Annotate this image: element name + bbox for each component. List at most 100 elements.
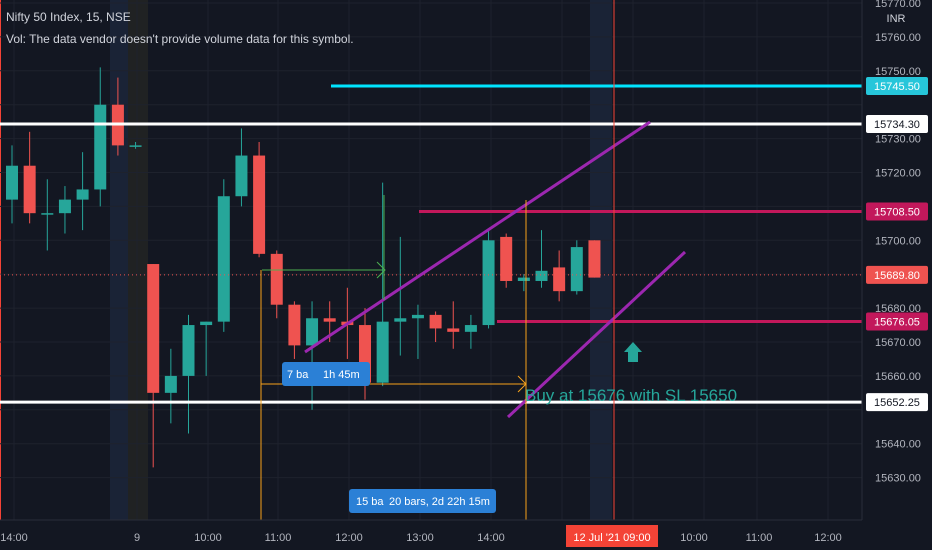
candle-body xyxy=(500,236,513,281)
candle[interactable] xyxy=(376,182,389,387)
time-tick: 11:00 xyxy=(265,532,292,544)
channel-upper-line[interactable] xyxy=(304,120,651,354)
channel-lower-line[interactable] xyxy=(506,250,687,419)
price-label-text: 15676.05 xyxy=(874,316,920,328)
time-highlight-box xyxy=(566,525,658,547)
price-label-box xyxy=(866,202,928,221)
candle-body xyxy=(94,104,107,190)
candle-body xyxy=(164,375,177,393)
candle-body xyxy=(376,321,389,383)
candle-body xyxy=(411,314,424,319)
horizontal-lines[interactable] xyxy=(0,84,862,404)
price-label-text: 15689.80 xyxy=(874,270,920,282)
candle[interactable] xyxy=(429,311,442,342)
candle[interactable] xyxy=(235,128,248,207)
price-axis-ticks: 15770.00 15760.00 15750.00 15730.00 15720.00… xyxy=(875,0,921,485)
price-tick: 15730.00 xyxy=(875,134,921,146)
price-label-box xyxy=(866,77,928,96)
candle[interactable] xyxy=(58,186,71,234)
candle[interactable] xyxy=(147,264,160,468)
candle[interactable] xyxy=(588,240,601,278)
time-tick: 10:00 xyxy=(680,532,708,544)
measure-big-box xyxy=(349,489,496,513)
price-label-box xyxy=(866,265,928,284)
candle-body xyxy=(288,304,301,346)
candle[interactable] xyxy=(253,141,266,258)
measure-big-label[interactable]: 15 ba 20 bars, 2d 22h 15m xyxy=(349,489,496,513)
volume-note: Vol: The data vendor doesn't provide vol… xyxy=(6,32,354,46)
candle-body xyxy=(235,155,248,197)
channel-lines[interactable] xyxy=(304,120,687,419)
candle[interactable] xyxy=(288,301,301,359)
candle[interactable] xyxy=(164,348,177,424)
candle-body xyxy=(447,328,460,332)
price-label-text: 15652.25 xyxy=(874,397,920,409)
candle[interactable] xyxy=(482,230,495,329)
candle[interactable] xyxy=(411,304,424,359)
chart-title: Nifty 50 Index, 15, NSE xyxy=(6,10,131,24)
measure-small-bars: 7 ba xyxy=(287,369,309,381)
candle[interactable] xyxy=(535,230,548,288)
measure-small-label[interactable]: 7 ba 1h 45m xyxy=(282,362,370,386)
price-tick: 15630.00 xyxy=(875,473,921,485)
candle[interactable] xyxy=(464,314,477,349)
candle[interactable] xyxy=(217,179,230,332)
candle-body xyxy=(200,321,213,326)
price-label-box xyxy=(866,312,928,331)
candle-body xyxy=(323,318,336,322)
candle[interactable] xyxy=(447,301,460,349)
candle[interactable] xyxy=(394,236,407,356)
candles[interactable] xyxy=(6,67,601,468)
price-tick: 15660.00 xyxy=(875,371,921,383)
candle[interactable] xyxy=(41,179,54,251)
candle[interactable] xyxy=(517,274,530,292)
time-tick: 13:00 xyxy=(406,532,434,544)
candle-body xyxy=(306,318,319,346)
candle-body xyxy=(253,155,266,254)
candle-body xyxy=(464,325,477,332)
time-tick: 10:00 xyxy=(194,532,222,544)
candle[interactable] xyxy=(182,314,195,434)
price-tick: 15640.00 xyxy=(875,439,921,451)
candle[interactable] xyxy=(23,131,36,224)
currency-label: INR xyxy=(887,13,906,25)
time-tick: 14:00 xyxy=(0,532,28,544)
price-labels: 15745.50 15734.30 15708.50 15689.80 15676.05… xyxy=(866,77,928,412)
candle-body xyxy=(147,264,160,393)
buy-note[interactable]: Buy at 15676 with SL 15650 xyxy=(525,386,737,405)
candle[interactable] xyxy=(270,250,283,319)
candle[interactable] xyxy=(570,240,583,295)
time-highlight-label: 12 Jul '21 09:00 xyxy=(573,532,650,544)
candle[interactable] xyxy=(306,301,319,410)
price-label-box xyxy=(866,393,928,412)
price-tick: 15770.00 xyxy=(875,0,921,10)
candle-body xyxy=(429,314,442,329)
time-axis-ticks: 14:00 9 10:00 11:00 12:00 13:00 14:00 10:00 11:0… xyxy=(0,532,842,544)
candle-body xyxy=(517,277,530,281)
price-tick: 15670.00 xyxy=(875,337,921,349)
candle[interactable] xyxy=(500,233,513,288)
orange-arrowhead xyxy=(517,375,527,393)
measure-big-bars: 15 ba xyxy=(356,496,384,508)
green-measure[interactable] xyxy=(262,195,386,300)
candle[interactable] xyxy=(76,152,89,231)
candle-body xyxy=(270,253,283,305)
candle[interactable] xyxy=(94,67,107,207)
buy-arrow-icon[interactable] xyxy=(624,342,642,362)
candle-body xyxy=(217,196,230,322)
candle-body xyxy=(41,213,54,215)
candle[interactable] xyxy=(6,145,18,224)
candle[interactable] xyxy=(129,141,142,149)
candle-body xyxy=(570,247,583,292)
candle-body xyxy=(76,189,89,200)
measure-big-time: 20 bars, 2d 22h 15m xyxy=(389,496,490,508)
candle[interactable] xyxy=(200,321,213,376)
price-label-text: 15708.50 xyxy=(874,206,920,218)
price-tick: 15680.00 xyxy=(875,303,921,315)
candle-body xyxy=(58,199,71,214)
candle-body xyxy=(394,318,407,322)
candle-body xyxy=(553,267,566,292)
price-tick: 15750.00 xyxy=(875,66,921,78)
candle[interactable] xyxy=(553,250,566,302)
